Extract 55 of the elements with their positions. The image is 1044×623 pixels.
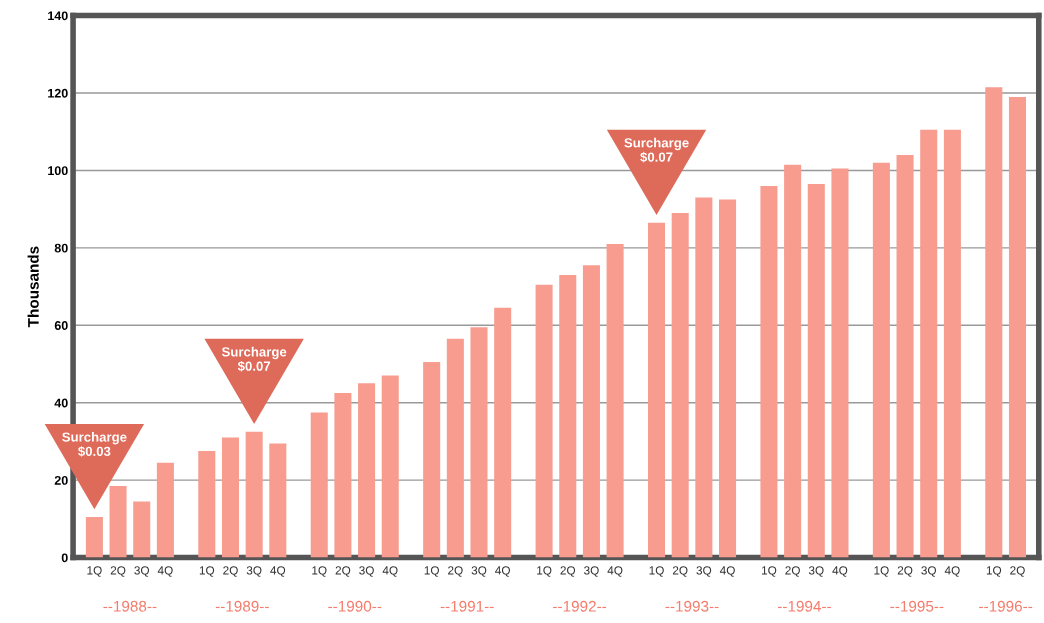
x-tick-label: 3Q (808, 566, 824, 577)
x-tick-label: 2Q (335, 566, 351, 577)
text: --1996-- (979, 600, 1033, 612)
annotation: Surcharge $0.07 (221, 346, 287, 372)
x-tick-label: 2Q (672, 566, 688, 577)
annotation: Surcharge $0.03 (62, 432, 127, 457)
x-tick-label: 3Q (134, 566, 150, 577)
text: --1995-- (890, 600, 944, 612)
x-tick-label: 4Q (270, 566, 286, 577)
x-tick-label: 4Q (607, 566, 623, 577)
y-tick-label: 0 (61, 553, 68, 563)
x-tick-label: 4Q (832, 566, 848, 577)
text: --1988-- (103, 600, 157, 612)
x-tick-label: 1Q (312, 566, 327, 577)
x-tick-label: 1Q (87, 566, 102, 577)
x-tick-label: 2Q (897, 566, 913, 577)
y-tick-label: 100 (48, 166, 68, 176)
x-tick-label: 3Q (359, 566, 374, 577)
x-tick-label: 4Q (495, 566, 510, 577)
text: --1991-- (440, 600, 494, 612)
x-tick-label: 1Q (649, 566, 664, 577)
x-tick-label: 4Q (944, 566, 960, 577)
x-tick-label: 4Q (157, 566, 173, 577)
text: --1992-- (553, 600, 607, 612)
x-tick-label: 3Q (584, 566, 599, 577)
x-tick-label: 3Q (471, 566, 487, 577)
x-tick-label: 3Q (921, 566, 937, 577)
x-tick-label: 2Q (223, 566, 238, 577)
text: --1990-- (328, 600, 382, 612)
x-tick-label: 1Q (199, 566, 215, 577)
y-tick-label: 80 (54, 243, 68, 253)
x-tick-label: 1Q (537, 566, 552, 577)
x-tick-label: 4Q (382, 566, 398, 577)
y-tick-label: 120 (48, 88, 68, 98)
x-tick-label: 2Q (785, 566, 800, 577)
x-tick-label: 4Q (719, 566, 735, 577)
y-tick-label: 140 (48, 11, 68, 21)
x-tick-label: 1Q (986, 566, 1002, 577)
x-tick-label: 1Q (424, 566, 439, 577)
y-tick-label: 60 (54, 321, 68, 330)
x-tick-label: 2Q (448, 566, 463, 577)
y-tick-label: 20 (54, 475, 68, 485)
text: --1989-- (215, 600, 269, 612)
x-tick-label: 3Q (696, 566, 712, 577)
text: --1993-- (665, 600, 719, 612)
x-tick-label: 1Q (874, 566, 889, 577)
x-tick-label: 2Q (1010, 566, 1025, 577)
y-tick-label: 40 (54, 398, 68, 408)
y-axis-title: Thousands (27, 246, 39, 328)
x-tick-label: 2Q (560, 566, 576, 577)
text: --1994-- (777, 600, 831, 612)
x-tick-label: 1Q (761, 566, 777, 577)
annotation: Surcharge $0.07 (624, 137, 689, 163)
x-tick-label: 3Q (246, 566, 262, 577)
x-tick-label: 2Q (110, 566, 126, 577)
